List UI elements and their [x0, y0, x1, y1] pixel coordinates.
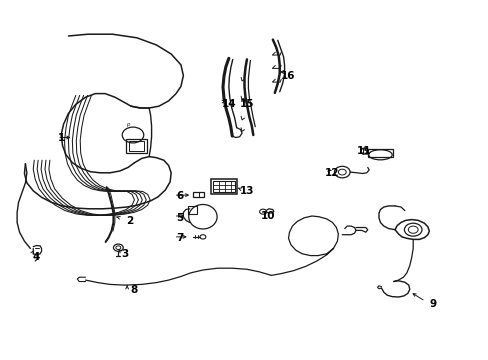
Text: 4: 4 [33, 252, 41, 262]
Text: 8: 8 [131, 285, 138, 295]
Text: 15: 15 [239, 99, 254, 109]
Text: 13: 13 [239, 186, 254, 196]
Text: 14: 14 [221, 99, 236, 109]
Text: 16: 16 [281, 71, 295, 81]
Text: 7: 7 [176, 233, 183, 243]
Text: 3: 3 [121, 249, 128, 259]
Text: 9: 9 [428, 299, 435, 309]
Text: p: p [126, 122, 129, 127]
Text: 5: 5 [176, 213, 183, 223]
Text: 2: 2 [126, 216, 133, 226]
Text: 1: 1 [58, 132, 64, 143]
Bar [213, 181, 234, 192]
Text: 10: 10 [260, 211, 275, 221]
Text: 11: 11 [356, 146, 371, 156]
Bar [126, 139, 146, 153]
Bar [128, 141, 144, 151]
Bar [193, 192, 203, 197]
Text: 6: 6 [176, 191, 183, 201]
Bar [188, 206, 197, 214]
Bar [211, 179, 236, 194]
Bar [367, 149, 392, 157]
Text: 12: 12 [325, 168, 339, 178]
